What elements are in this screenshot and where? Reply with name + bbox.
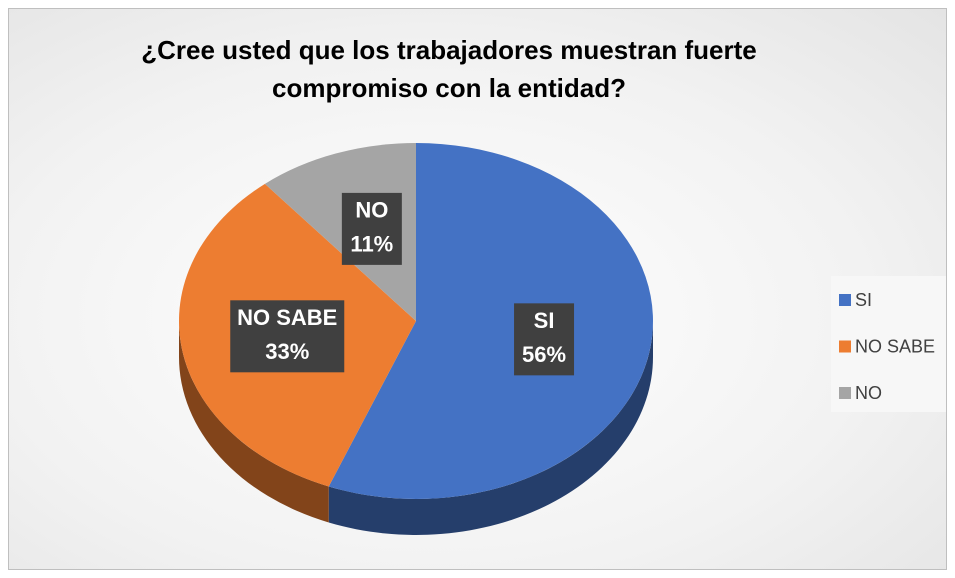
data-label: NO SABE 33%: [230, 300, 345, 373]
pie-slice: [328, 143, 653, 500]
legend-label: SI: [855, 290, 872, 310]
pie-side: [178, 321, 329, 523]
data-label-value: 33%: [265, 339, 309, 364]
legend-swatch: [839, 294, 851, 306]
data-label-box: [341, 192, 402, 265]
pie-slice: [264, 143, 416, 321]
data-label-value: 56%: [522, 342, 566, 367]
data-label-category: NO: [355, 198, 388, 223]
chart-title: ¿Cree usted que los trabajadores muestra…: [141, 35, 757, 103]
data-label: NO 11%: [341, 192, 402, 265]
chart-svg: SI 56% NO SABE 33% NO 11% SI NO SABE NO: [178, 143, 946, 535]
data-label: SI 56%: [514, 303, 575, 376]
legend-label: NO: [855, 383, 882, 403]
data-label-category: NO SABE: [237, 305, 337, 330]
data-label-category: SI: [534, 308, 555, 333]
pie-side: [328, 321, 653, 535]
chart: SI 56% NO SABE 33% NO 11% SI NO SABE NO ¿Cree us…: [8, 8, 947, 570]
data-label-value: 11%: [350, 232, 393, 257]
legend-label: NO SABE: [855, 336, 935, 356]
data-label-box: [230, 300, 345, 373]
legend-swatch: [839, 340, 851, 353]
data-label-box: [514, 303, 575, 376]
legend-swatch: [839, 387, 851, 399]
